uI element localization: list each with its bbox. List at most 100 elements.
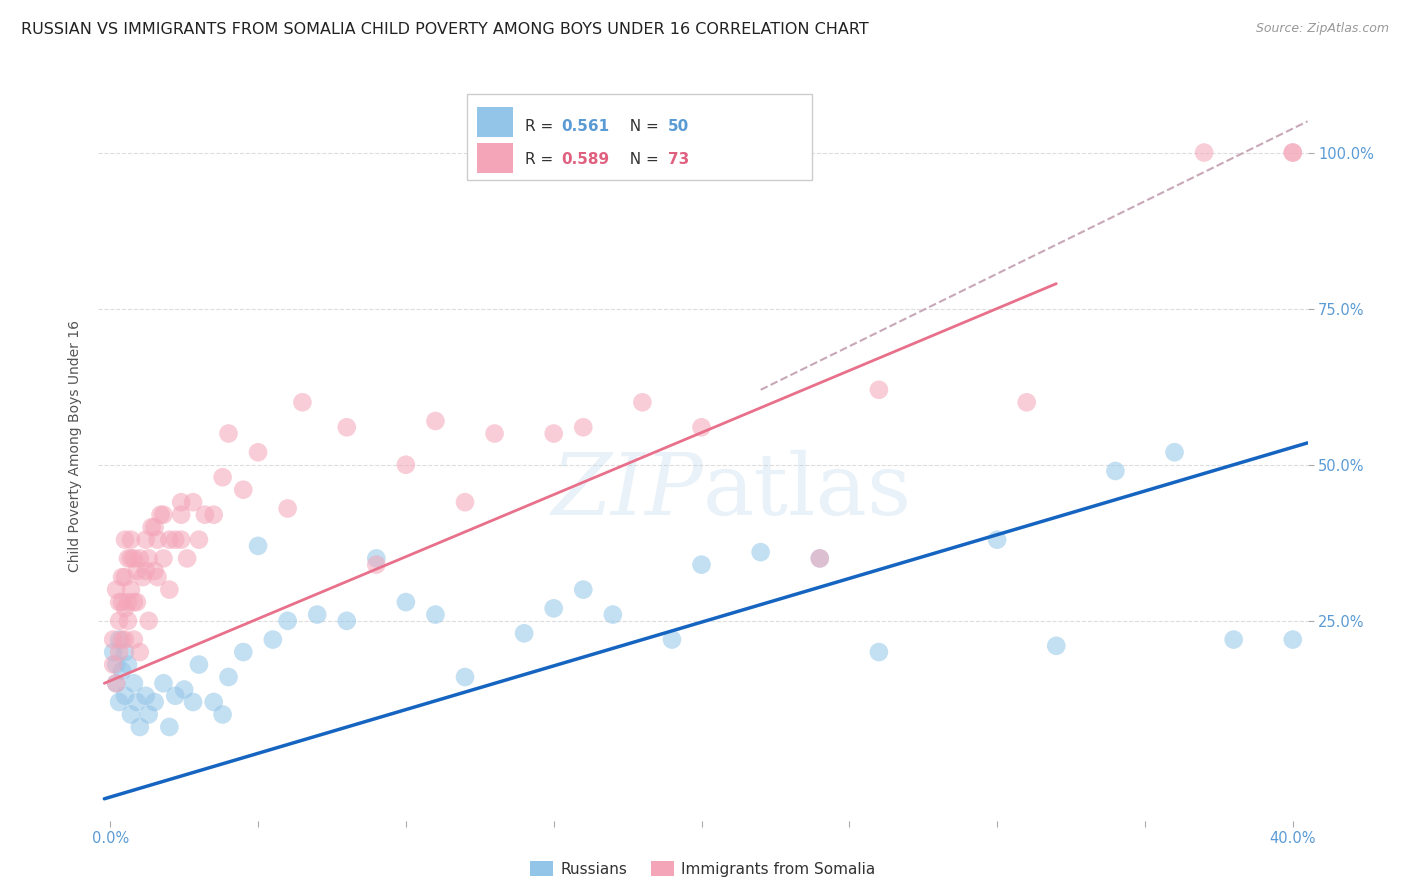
Text: atlas: atlas (703, 450, 912, 533)
Point (262, 632, 284, 647)
Point (218, 426, 240, 441)
Point (157, 720, 180, 734)
Text: N =: N = (620, 119, 664, 134)
Point (103, 657, 125, 672)
Text: 0.589: 0.589 (561, 152, 610, 167)
Text: ZIP: ZIP (551, 450, 703, 533)
Point (232, 483, 254, 497)
Point (181, 495, 204, 509)
Point (105, 582, 128, 597)
Text: 73: 73 (668, 152, 689, 167)
Point (125, 695, 148, 709)
Point (108, 695, 131, 709)
Point (247, 539, 270, 553)
Point (138, 614, 160, 628)
Point (1104, 464, 1126, 478)
Point (232, 645, 254, 659)
Point (111, 570, 134, 584)
Text: N =: N = (620, 152, 664, 167)
Point (690, 558, 713, 572)
Point (868, 645, 890, 659)
Point (395, 458, 418, 472)
Point (103, 632, 125, 647)
Point (170, 508, 193, 522)
Point (108, 595, 131, 609)
Point (125, 595, 148, 609)
Point (120, 707, 142, 722)
Point (105, 657, 128, 672)
Point (108, 632, 131, 647)
Point (138, 707, 160, 722)
FancyBboxPatch shape (477, 143, 513, 172)
Point (336, 614, 359, 628)
Point (165, 689, 187, 703)
Point (117, 595, 139, 609)
Point (114, 601, 136, 615)
Point (114, 645, 136, 659)
FancyBboxPatch shape (467, 94, 811, 180)
Point (176, 551, 198, 566)
Point (291, 395, 314, 409)
Point (307, 607, 329, 622)
Text: R =: R = (526, 152, 558, 167)
Text: Source: ZipAtlas.com: Source: ZipAtlas.com (1256, 22, 1389, 36)
Point (146, 533, 169, 547)
Point (149, 508, 172, 522)
Point (105, 676, 128, 690)
Point (165, 533, 187, 547)
Point (211, 470, 233, 484)
Point (661, 632, 683, 647)
Point (1222, 632, 1244, 647)
Point (173, 682, 195, 697)
Text: 50: 50 (668, 119, 689, 134)
Point (111, 595, 134, 609)
Point (1015, 395, 1038, 409)
Point (122, 551, 145, 566)
Point (152, 551, 174, 566)
Point (808, 551, 831, 566)
Point (194, 508, 217, 522)
Point (135, 564, 157, 578)
Point (135, 533, 157, 547)
Point (122, 676, 145, 690)
Point (202, 508, 225, 522)
Point (170, 495, 193, 509)
Point (114, 570, 136, 584)
Point (122, 632, 145, 647)
Point (181, 695, 204, 709)
Y-axis label: Child Poverty Among Boys Under 16: Child Poverty Among Boys Under 16 (69, 320, 83, 572)
Text: 0.561: 0.561 (561, 119, 610, 134)
Point (277, 614, 299, 628)
Point (128, 551, 150, 566)
Point (602, 607, 624, 622)
Point (247, 445, 270, 459)
Point (1281, 145, 1303, 160)
FancyBboxPatch shape (477, 106, 513, 136)
Point (187, 657, 209, 672)
Point (484, 426, 506, 441)
Point (117, 551, 139, 566)
Point (366, 558, 388, 572)
Point (1281, 145, 1303, 160)
Point (543, 601, 565, 615)
Point (572, 420, 595, 434)
Point (366, 551, 388, 566)
Point (808, 551, 831, 566)
Point (146, 570, 169, 584)
Point (187, 533, 209, 547)
Point (111, 664, 134, 678)
Point (277, 501, 299, 516)
Point (132, 570, 155, 584)
Legend: Russians, Immigrants from Somalia: Russians, Immigrants from Somalia (523, 853, 883, 884)
Point (114, 533, 136, 547)
Point (152, 508, 174, 522)
Point (143, 520, 166, 534)
Point (425, 414, 447, 428)
Point (202, 695, 225, 709)
Point (117, 657, 139, 672)
Text: R =: R = (526, 119, 558, 134)
Point (157, 582, 180, 597)
Text: RUSSIAN VS IMMIGRANTS FROM SOMALIA CHILD POVERTY AMONG BOYS UNDER 16 CORRELATION: RUSSIAN VS IMMIGRANTS FROM SOMALIA CHILD… (21, 22, 869, 37)
Point (111, 632, 134, 647)
Point (143, 564, 166, 578)
